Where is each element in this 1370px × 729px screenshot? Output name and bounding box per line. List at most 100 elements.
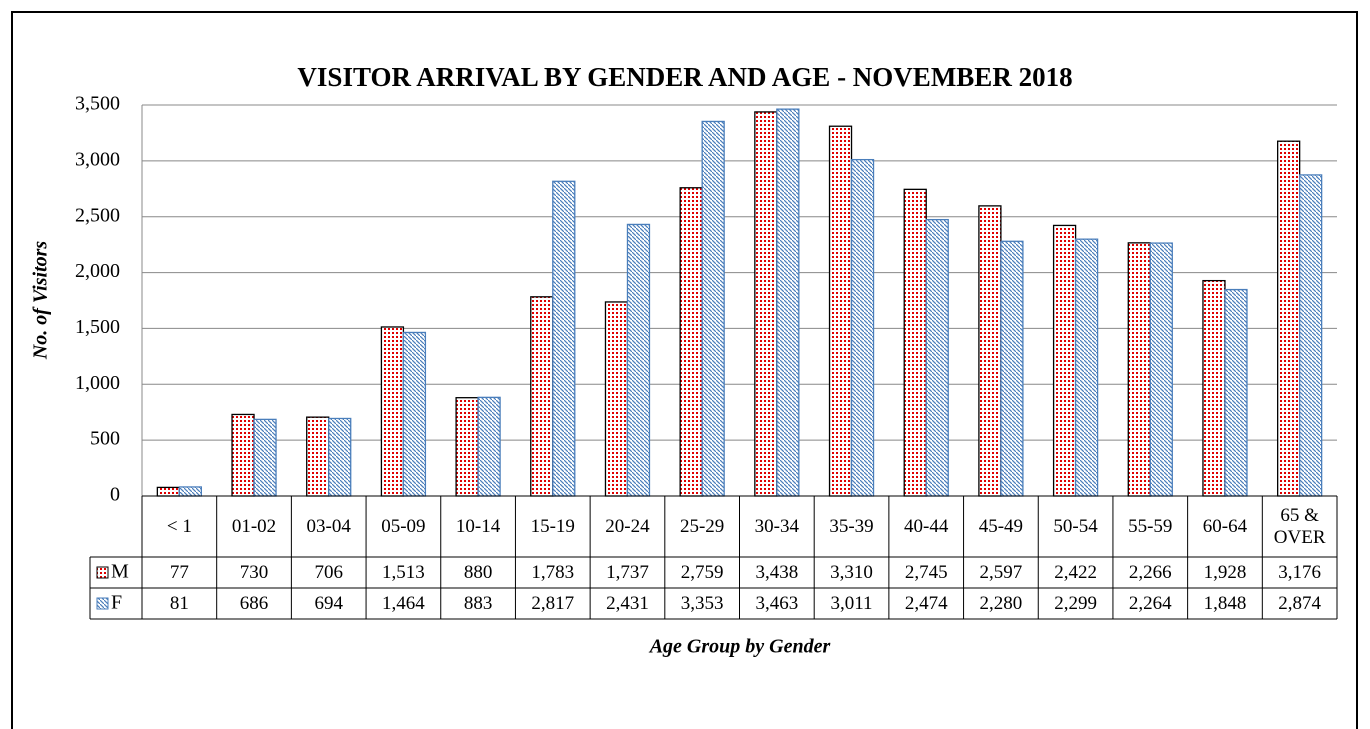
table-cell: 706	[314, 561, 343, 583]
table-cell: 880	[463, 561, 493, 583]
table-cell: 40-44	[904, 515, 949, 537]
y-tick-label: 0	[110, 484, 120, 506]
cell-text: < 1	[166, 515, 192, 537]
table-cell: 50-54	[1053, 516, 1097, 537]
cell-text: 2,299	[1054, 592, 1097, 614]
table-cell: 2,817	[531, 593, 574, 614]
cell-text: 3,011	[830, 592, 873, 614]
bar	[477, 396, 501, 497]
table-cell: 694	[314, 592, 343, 614]
table-cell: 20-24	[605, 515, 650, 537]
chart-title: VISITOR ARRIVAL BY GENDER AND AGE - NOVE…	[297, 62, 1072, 92]
bar	[604, 301, 629, 497]
cell-text: 2,422	[1054, 561, 1097, 583]
cell-text: 1,464	[382, 592, 425, 614]
bar	[925, 218, 949, 497]
cell-text: 03-04	[306, 515, 351, 537]
cell-text: 2,474	[904, 592, 948, 614]
cell-text: 15-19	[530, 515, 575, 537]
cell-text: 20-24	[605, 515, 650, 537]
bar	[552, 180, 576, 497]
cell-text: 3,463	[755, 592, 799, 614]
table-cell: 30-34	[754, 515, 799, 537]
x-axis-label: Age Group by Gender	[648, 636, 831, 658]
table-cell: 81	[169, 592, 189, 614]
cell-text: 65 & OVER	[1273, 504, 1326, 548]
cell-text: 706	[314, 561, 343, 583]
table-cell: 883	[463, 592, 493, 614]
table-cell: 35-39	[829, 515, 874, 537]
cell-text: 2,266	[1128, 561, 1172, 583]
bar	[754, 111, 778, 497]
cell-text: 3,353	[680, 592, 724, 614]
y-axis-label: No. of Visitors	[30, 241, 52, 361]
cell-text: 2,431	[606, 592, 649, 614]
table-cell: 2,266	[1128, 561, 1172, 583]
y-tick-label: 1,000	[75, 372, 120, 394]
table-cell: 1,737	[606, 562, 649, 583]
table-cell: 01-02	[232, 516, 276, 537]
table-cell: 1,848	[1204, 593, 1247, 614]
cell-text: 30-34	[754, 515, 799, 537]
legend-label: M	[111, 561, 129, 583]
cell-text: 77	[169, 561, 189, 583]
table-cell: 2,431	[606, 592, 649, 614]
cell-text: 883	[463, 592, 493, 614]
bar	[1000, 240, 1024, 497]
cell-text: 2,597	[979, 561, 1023, 583]
bar	[1074, 238, 1099, 497]
cell-text: 25-29	[679, 515, 725, 537]
cell-text: 3,310	[830, 561, 873, 583]
bar	[679, 187, 703, 497]
bar	[156, 486, 180, 497]
bar	[455, 397, 479, 497]
table-cell: 2,422	[1054, 561, 1097, 583]
table-cell: 2,299	[1054, 592, 1097, 614]
bar	[328, 417, 352, 497]
cell-text: 694	[314, 592, 343, 614]
y-tick-label: 3,000	[75, 148, 120, 170]
table-cell: 10-14	[455, 515, 501, 537]
y-tick-label: 1,500	[75, 316, 120, 338]
table-cell: 15-19	[530, 515, 575, 537]
table-cell: 3,176	[1278, 562, 1321, 583]
cell-text: 880	[463, 561, 493, 583]
table-cell: 2,759	[681, 562, 724, 583]
y-tick-label: 500	[90, 428, 120, 450]
legend-swatch	[96, 566, 109, 579]
bar	[828, 125, 853, 497]
cell-text: 10-14	[455, 515, 501, 537]
table-cell: 2,264	[1128, 592, 1172, 614]
cell-text: 81	[169, 592, 189, 614]
cell-text: 2,264	[1128, 592, 1172, 614]
bar	[530, 296, 554, 497]
bar	[1052, 224, 1077, 497]
cell-text: 40-44	[904, 515, 949, 537]
y-tick-label: 2,500	[75, 204, 120, 226]
cell-text: 35-39	[829, 515, 874, 537]
table-cell: 3,438	[755, 562, 798, 583]
bar	[306, 416, 330, 497]
cell-text: 686	[239, 592, 269, 614]
bar	[178, 486, 202, 497]
cell-text: 45-49	[978, 515, 1024, 537]
table-cell: 3,310	[830, 561, 873, 583]
table-cell: 1,464	[382, 592, 425, 614]
bar	[1149, 242, 1173, 497]
table-cell: 25-29	[679, 515, 725, 537]
table-cell: 55-59	[1128, 516, 1172, 537]
table-cell: 730	[240, 562, 269, 583]
table-cell: 3,353	[680, 592, 724, 614]
table-cell: < 1	[166, 515, 192, 537]
table-cell: 2,474	[904, 592, 948, 614]
table-cell: 45-49	[978, 515, 1024, 537]
bar	[1127, 242, 1151, 497]
bar	[1277, 140, 1301, 497]
cell-text: 1,783	[531, 561, 575, 583]
bar	[978, 205, 1002, 497]
table-cell: 77	[169, 561, 189, 583]
bar	[850, 158, 875, 497]
cell-text: 2,280	[979, 592, 1023, 614]
legend-swatch	[96, 597, 109, 610]
